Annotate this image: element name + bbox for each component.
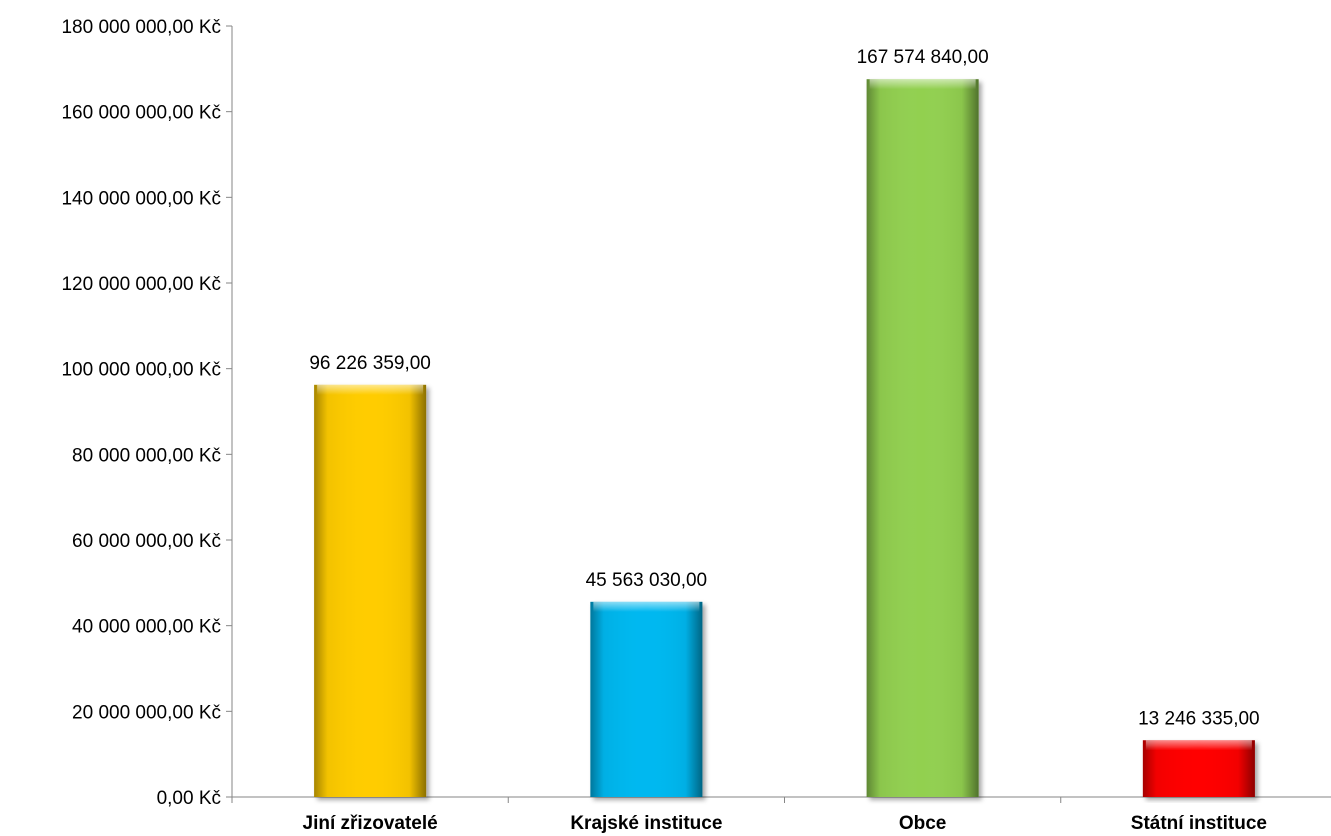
category-label: Krajské instituce [570,813,722,834]
y-tick-label: 0,00 Kč [157,788,221,809]
y-tick-label: 20 000 000,00 Kč [72,702,221,723]
data-label: 45 563 030,00 [586,570,708,591]
y-tick-label: 80 000 000,00 Kč [72,445,221,466]
bar-group [1142,740,1255,797]
bar-highlight [869,79,976,90]
category-label: Státní instituce [1131,813,1267,834]
data-label: 96 226 359,00 [309,353,431,374]
y-tick-label: 40 000 000,00 Kč [72,617,221,638]
category-label: Jiní zřizovatelé [303,813,438,834]
y-tick-label: 100 000 000,00 Kč [61,360,221,381]
y-tick-label: 180 000 000,00 Kč [61,17,221,38]
bar-shading [866,79,979,798]
bar-highlight [317,384,424,395]
bar-group [866,79,979,798]
y-tick-label: 160 000 000,00 Kč [61,103,221,124]
labels: 0,00 Kč 20 000 000,00 Kč 40 000 000,00 Kč 6… [61,17,1267,834]
bar-group [590,601,703,797]
bar-shading [314,384,427,797]
y-tick-label: 120 000 000,00 Kč [61,274,221,295]
data-label: 167 574 840,00 [857,47,989,68]
bar-highlight [593,601,700,612]
bars [314,79,1255,798]
data-label: 13 246 335,00 [1138,708,1260,729]
bar-group [314,384,427,797]
bar-shading [590,601,703,797]
category-label: Obce [899,813,947,834]
y-tick-label: 140 000 000,00 Kč [61,188,221,209]
bar-highlight [1145,740,1252,751]
y-tick-label: 60 000 000,00 Kč [72,531,221,552]
